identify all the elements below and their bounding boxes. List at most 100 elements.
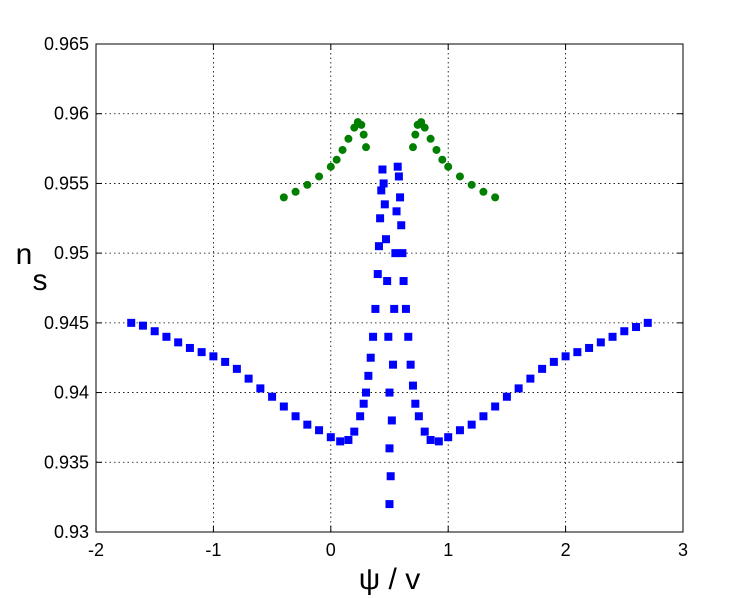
y-tick-label: 0.93 (54, 522, 89, 542)
data-point (573, 348, 582, 357)
data-point (381, 235, 390, 244)
data-point (426, 435, 435, 444)
data-point (344, 134, 353, 143)
data-point (620, 327, 629, 336)
x-tick-label: 2 (561, 540, 571, 560)
plot-area-frame (95, 43, 684, 533)
data-point (386, 472, 395, 481)
x-tick-label: 3 (678, 540, 688, 560)
data-point (394, 172, 403, 181)
data-point (291, 412, 300, 421)
y-tick-label: 0.96 (54, 104, 89, 124)
data-point (396, 193, 405, 202)
data-point (380, 200, 389, 209)
data-series (127, 118, 652, 509)
data-point (162, 332, 171, 341)
data-point (359, 130, 368, 139)
data-point (398, 249, 407, 258)
data-point (373, 270, 382, 279)
data-point (406, 360, 415, 369)
data-point (479, 412, 488, 421)
data-point (356, 412, 365, 421)
data-point (291, 187, 300, 196)
data-point (357, 120, 366, 129)
data-point (369, 332, 378, 341)
data-point (362, 143, 371, 152)
data-point (399, 277, 408, 286)
data-point (391, 249, 400, 258)
data-point (378, 165, 387, 174)
data-point (479, 187, 488, 196)
data-point (332, 155, 341, 164)
data-point (379, 179, 388, 188)
data-point (127, 318, 136, 327)
data-point (514, 384, 523, 393)
data-point (303, 420, 312, 429)
data-point (389, 360, 398, 369)
data-point (387, 416, 396, 425)
data-point (303, 180, 312, 189)
data-point (138, 321, 147, 330)
data-point (404, 332, 413, 341)
data-point (256, 384, 265, 393)
y-tick-label: 0.94 (54, 383, 89, 403)
data-point (185, 343, 194, 352)
data-point (336, 437, 345, 446)
data-point (366, 353, 375, 362)
data-point (374, 242, 383, 251)
data-point (438, 155, 447, 164)
data-point (279, 402, 288, 411)
y-axis-label: n (16, 238, 33, 271)
x-tick-label: -1 (205, 540, 221, 560)
data-point (643, 318, 652, 327)
data-point (408, 381, 417, 390)
data-point (279, 193, 288, 202)
data-point (596, 338, 605, 347)
data-point (392, 207, 401, 216)
axis-ticks: -2 -1 0 1 2 3 0.93 0.935 0.94 0.945 0.95 0.955 0.96 0… (44, 34, 688, 560)
data-point (502, 392, 511, 401)
data-point (376, 214, 385, 223)
data-point (420, 427, 429, 436)
data-point (411, 130, 420, 139)
data-point (385, 444, 394, 453)
data-point (377, 186, 386, 195)
data-point (315, 426, 324, 435)
data-point (350, 427, 359, 436)
data-point (232, 364, 241, 373)
data-point (608, 332, 617, 341)
series-1 (127, 162, 652, 509)
data-point (383, 277, 392, 286)
data-point (632, 323, 641, 332)
data-point (385, 388, 394, 397)
data-point (362, 388, 371, 397)
series-2 (279, 118, 500, 202)
data-point (426, 134, 435, 143)
data-point (491, 193, 500, 202)
data-point (393, 162, 402, 171)
data-point (491, 402, 500, 411)
data-point (526, 374, 535, 383)
data-point (455, 426, 464, 435)
data-point (209, 352, 218, 361)
data-point (549, 357, 558, 366)
data-point (150, 327, 159, 336)
y-axis-label-subscript: s (33, 264, 48, 297)
data-point (221, 357, 230, 366)
y-tick-label: 0.935 (44, 452, 89, 472)
data-point (338, 145, 347, 154)
data-point (326, 433, 335, 442)
data-point (359, 399, 368, 408)
data-point (268, 392, 277, 401)
data-point (434, 437, 443, 446)
data-point (420, 123, 429, 132)
data-point (408, 143, 417, 152)
data-point (467, 420, 476, 429)
data-point (371, 304, 380, 313)
data-point (432, 145, 441, 154)
data-point (244, 374, 253, 383)
data-point (364, 371, 373, 380)
data-point (455, 172, 464, 181)
